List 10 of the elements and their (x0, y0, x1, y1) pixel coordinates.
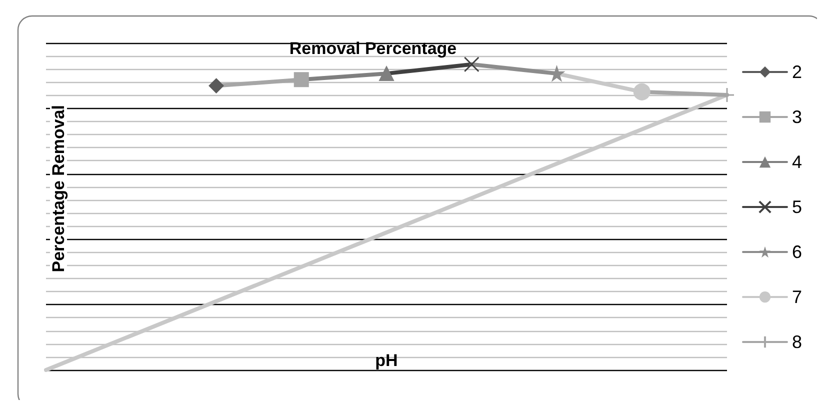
legend-label: 8 (792, 332, 802, 352)
legend-label: 3 (792, 107, 802, 127)
chart-title: Removal Percentage (289, 39, 457, 58)
y-axis-title: Percentage Removal (49, 104, 68, 272)
legend-label: 7 (792, 287, 802, 307)
legend-label: 5 (792, 197, 802, 217)
legend-label: 6 (792, 242, 802, 262)
legend-label: 4 (792, 152, 802, 172)
legend-label: 2 (792, 62, 802, 82)
x-axis-title: pH (375, 351, 398, 370)
